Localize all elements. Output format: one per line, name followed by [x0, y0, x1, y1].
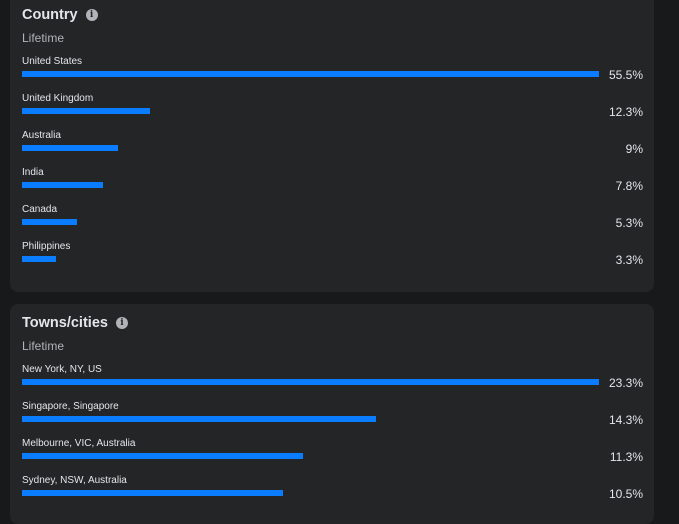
bar-track — [22, 182, 599, 188]
list-item: Philippines 3.3% — [22, 241, 643, 278]
item-value: 23.3% — [608, 376, 643, 390]
item-label: United States — [22, 56, 83, 67]
item-value: 5.3% — [615, 216, 643, 230]
cities-list: New York, NY, US 23.3% Singapore, Singapor… — [22, 364, 643, 512]
list-item: Singapore, Singapore 14.3% — [22, 401, 643, 438]
cities-title: Towns/cities — [22, 315, 108, 331]
info-icon[interactable]: i — [115, 317, 128, 329]
country-subtitle: Lifetime — [22, 31, 65, 45]
bar-fill — [22, 108, 151, 114]
item-label: Canada — [22, 204, 58, 215]
bar-track — [22, 416, 599, 422]
bar-fill — [22, 182, 104, 188]
list-item: Australia 9% — [22, 130, 643, 167]
list-item: India 7.8% — [22, 167, 643, 204]
bar-track — [22, 71, 599, 77]
item-label: United Kingdom — [22, 93, 94, 104]
item-label: India — [22, 167, 44, 178]
item-label: Singapore, Singapore — [22, 401, 119, 412]
item-value: 14.3% — [608, 413, 643, 427]
item-label: Philippines — [22, 241, 71, 252]
item-label: Australia — [22, 130, 61, 141]
list-item: Melbourne, VIC, Australia 11.3% — [22, 438, 643, 475]
item-value: 3.3% — [615, 253, 643, 267]
list-item: United Kingdom 12.3% — [22, 93, 643, 130]
bar-fill — [22, 219, 77, 225]
country-list: United States 55.5% United Kingdom 12.3% Aus… — [22, 56, 643, 278]
list-item: United States 55.5% — [22, 56, 643, 93]
item-value: 7.8% — [615, 179, 643, 193]
country-title: Country — [22, 7, 78, 23]
bar-fill — [22, 379, 599, 385]
bar-track — [22, 453, 599, 459]
list-item: Canada 5.3% — [22, 204, 643, 241]
item-value: 9% — [625, 142, 643, 156]
bar-track — [22, 256, 599, 262]
list-item: Sydney, NSW, Australia 10.5% — [22, 475, 643, 512]
bar-fill — [22, 256, 57, 262]
cities-card-header: Towns/cities i — [22, 312, 643, 334]
info-icon[interactable]: i — [85, 9, 98, 21]
bar-fill — [22, 453, 303, 459]
item-value: 11.3% — [609, 450, 643, 464]
country-card: Country i Lifetime United States 55.5% Uni… — [10, 0, 654, 292]
item-label: New York, NY, US — [22, 364, 102, 375]
bar-track — [22, 490, 599, 496]
list-item: New York, NY, US 23.3% — [22, 364, 643, 401]
bar-track — [22, 108, 599, 114]
bar-track — [22, 145, 599, 151]
item-value: 12.3% — [608, 105, 643, 119]
bar-fill — [22, 490, 284, 496]
bar-track — [22, 219, 599, 225]
bar-track — [22, 379, 599, 385]
bar-fill — [22, 145, 118, 151]
cities-subtitle: Lifetime — [22, 339, 65, 353]
item-value: 55.5% — [608, 68, 643, 82]
item-value: 10.5% — [608, 487, 643, 501]
bar-fill — [22, 71, 599, 77]
bar-fill — [22, 416, 377, 422]
country-card-header: Country i — [22, 4, 643, 26]
cities-card: Towns/cities i Lifetime New York, NY, US… — [10, 304, 654, 524]
item-label: Melbourne, VIC, Australia — [22, 438, 136, 449]
item-label: Sydney, NSW, Australia — [22, 475, 127, 486]
